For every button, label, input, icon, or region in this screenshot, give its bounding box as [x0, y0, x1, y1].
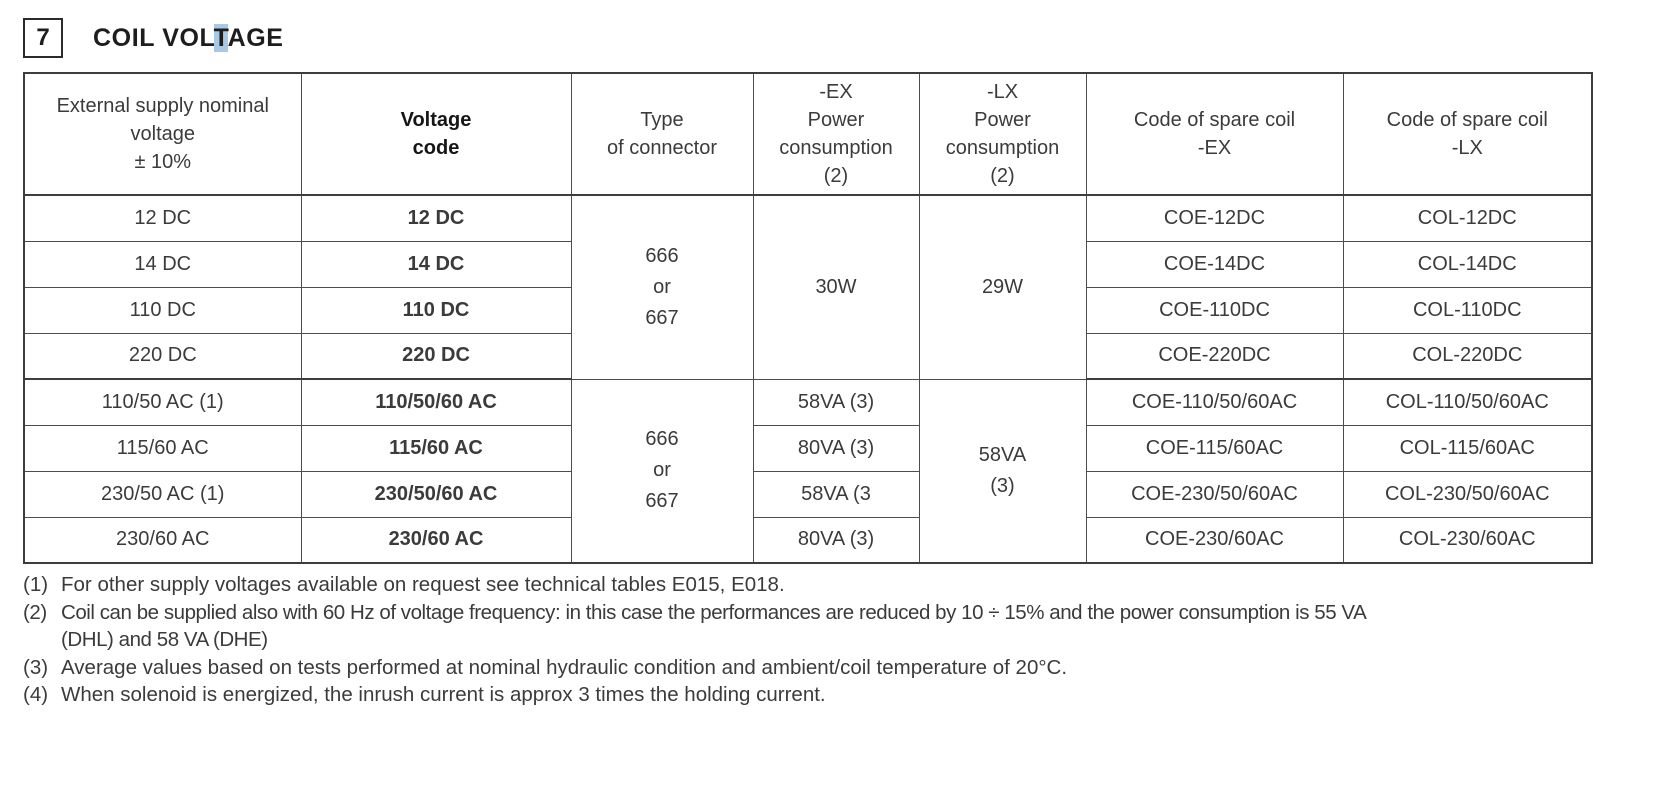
col-header-lx-power: -LX Power consumption (2)	[918, 72, 1087, 196]
voltage-code-cell: 14 DC	[300, 240, 572, 288]
spare-coil-ex-cell: COE-230/60AC	[1085, 516, 1344, 564]
spare-coil-lx-cell: COL-14DC	[1342, 240, 1593, 288]
voltage-code-cell: 12 DC	[300, 194, 572, 242]
ex-power-cell: 58VA (3)	[752, 378, 920, 426]
spare-coil-lx-cell: COL-230/50/60AC	[1342, 470, 1593, 518]
footnote-text: Average values based on tests performed …	[61, 655, 1068, 679]
voltage-code-cell: 230/50/60 AC	[300, 470, 572, 518]
lx-power-cell: 29W	[918, 194, 1087, 380]
footnote-marker: (2)	[23, 600, 47, 624]
supply-voltage-cell: 12 DC	[23, 194, 302, 242]
voltage-code-cell: 220 DC	[300, 332, 572, 380]
spare-coil-lx-cell: COL-220DC	[1342, 332, 1593, 380]
header-row: External supply nominal voltage ± 10% Vo…	[23, 72, 1593, 196]
title-text-selected: T	[213, 23, 228, 52]
footnote-marker: (1)	[23, 573, 49, 596]
section-number: 7	[36, 24, 50, 51]
footnote-text: Coil can be supplied also with 60 Hz of …	[61, 600, 1367, 624]
footnote-2: (2) Coil can be supplied also with 60 Hz …	[23, 599, 1654, 627]
voltage-code-cell: 110 DC	[300, 286, 572, 334]
spare-coil-lx-cell: COL-110/50/60AC	[1342, 378, 1593, 426]
spare-coil-ex-cell: COE-115/60AC	[1085, 424, 1344, 472]
spare-coil-ex-cell: COE-14DC	[1085, 240, 1344, 288]
col-header-spare-coil-ex: Code of spare coil -EX	[1085, 72, 1344, 196]
section-number-box: 7	[23, 18, 63, 58]
lx-power-cell: 58VA (3)	[918, 378, 1087, 564]
footnote-3: (3) Average values based on tests perform…	[23, 654, 1654, 682]
section-header: 7 COIL VOLTAGE	[23, 18, 1654, 58]
coil-voltage-table: External supply nominal voltage ± 10% Vo…	[23, 72, 1593, 564]
table-row: 110/50 AC (1) 110/50/60 AC 666 or 667 58…	[23, 378, 1593, 564]
ex-power-cell: 80VA (3)	[752, 424, 920, 472]
ex-power-cell: 30W	[752, 194, 920, 380]
footnote-4: (4) When solenoid is energized, the inrus…	[23, 681, 1654, 709]
supply-voltage-cell: 230/60 AC	[23, 516, 302, 564]
voltage-code-cell: 115/60 AC	[300, 424, 572, 472]
spare-coil-lx-cell: COL-110DC	[1342, 286, 1593, 334]
spare-coil-ex-cell: COE-110/50/60AC	[1085, 378, 1344, 426]
supply-voltage-cell: 115/60 AC	[23, 424, 302, 472]
footnote-text: When solenoid is energized, the inrush c…	[61, 683, 826, 706]
connector-type-cell: 666 or 667	[570, 194, 754, 380]
ex-power-cell: 58VA (3	[752, 470, 920, 518]
spare-coil-lx-cell: COL-230/60AC	[1342, 516, 1593, 564]
document-page: 7 COIL VOLTAGE External supply nominal v…	[23, 18, 1654, 709]
footnote-text: For other supply voltages available on r…	[61, 573, 785, 596]
col-header-ex-power: -EX Power consumption (2)	[752, 72, 920, 196]
footnote-marker: (4)	[23, 683, 49, 706]
col-header-connector-type: Type of connector	[570, 72, 754, 196]
voltage-code-cell: 110/50/60 AC	[300, 378, 572, 426]
footnote-2-continuation: (DHL) and 58 VA (DHE)	[23, 626, 1654, 654]
table-row: 110 DC 110 DC COE-110DC COL-110DC	[23, 286, 1593, 334]
table-row: 12 DC 12 DC 666 or 667 30W 29W COE-12DC …	[23, 194, 1593, 380]
table-row: 230/50 AC (1) 230/50/60 AC 58VA (3 COE-2…	[23, 470, 1593, 518]
ex-power-cell: 80VA (3)	[752, 516, 920, 564]
title-text-before: COIL VOL	[93, 23, 214, 52]
footnotes: (1) For other supply voltages available o…	[23, 571, 1654, 709]
connector-type-cell: 666 or 667	[570, 378, 754, 564]
title-text-after: AGE	[227, 23, 284, 52]
voltage-code-cell: 230/60 AC	[300, 516, 572, 564]
supply-voltage-cell: 14 DC	[23, 240, 302, 288]
supply-voltage-cell: 230/50 AC (1)	[23, 470, 302, 518]
spare-coil-lx-cell: COL-12DC	[1342, 194, 1593, 242]
spare-coil-ex-cell: COE-110DC	[1085, 286, 1344, 334]
col-header-voltage-code: Voltage code	[300, 72, 572, 196]
col-header-spare-coil-lx: Code of spare coil -LX	[1342, 72, 1593, 196]
supply-voltage-cell: 110 DC	[23, 286, 302, 334]
spare-coil-lx-cell: COL-115/60AC	[1342, 424, 1593, 472]
spare-coil-ex-cell: COE-230/50/60AC	[1085, 470, 1344, 518]
footnote-marker: (3)	[23, 655, 49, 679]
footnote-text: (DHL) and 58 VA (DHE)	[61, 628, 268, 651]
supply-voltage-cell: 220 DC	[23, 332, 302, 380]
footnote-1: (1) For other supply voltages available o…	[23, 571, 1654, 599]
supply-voltage-cell: 110/50 AC (1)	[23, 378, 302, 426]
table-row: 14 DC 14 DC COE-14DC COL-14DC	[23, 240, 1593, 288]
table-row: 115/60 AC 115/60 AC 80VA (3) COE-115/60A…	[23, 424, 1593, 472]
page-title: COIL VOLTAGE	[93, 23, 284, 53]
table-row: 220 DC 220 DC COE-220DC COL-220DC	[23, 332, 1593, 380]
table-row: 230/60 AC 230/60 AC 80VA (3) COE-230/60A…	[23, 516, 1593, 564]
spare-coil-ex-cell: COE-220DC	[1085, 332, 1344, 380]
col-header-external-supply: External supply nominal voltage ± 10%	[23, 72, 302, 196]
spare-coil-ex-cell: COE-12DC	[1085, 194, 1344, 242]
